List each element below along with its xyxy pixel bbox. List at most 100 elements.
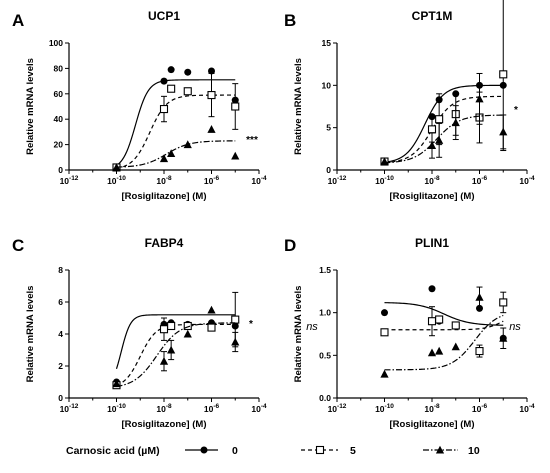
data-point xyxy=(159,356,169,365)
panel-b: B CPT1M 0 5 10 15 10-12 10-10 10-8 10-6 10-4 [Rosig… xyxy=(284,0,535,202)
data-point xyxy=(183,140,192,149)
y-tick-label: 20 xyxy=(54,140,64,150)
legend-entry-5: 5 xyxy=(301,445,356,457)
series-0 xyxy=(113,314,239,386)
y-tick-label: 2 xyxy=(58,361,63,371)
series-10 xyxy=(112,125,240,171)
y-tick-label: 15 xyxy=(322,38,332,48)
y-tick-label: 0 xyxy=(326,165,331,175)
legend-marker xyxy=(315,445,325,455)
data-point xyxy=(380,369,389,378)
series-5 xyxy=(380,291,508,358)
fit-curve xyxy=(384,84,504,163)
data-point xyxy=(112,163,121,171)
x-tick-label: 10-6 xyxy=(472,403,488,414)
annotation: * xyxy=(514,105,518,116)
data-point xyxy=(499,127,508,136)
series-0 xyxy=(381,81,507,166)
y-tick-label: 0 xyxy=(58,165,63,175)
data-point xyxy=(435,115,444,124)
data-point xyxy=(159,104,169,114)
data-point xyxy=(167,321,176,331)
data-point xyxy=(451,342,460,351)
y-tick-label: 80 xyxy=(54,63,64,73)
data-point xyxy=(231,151,240,160)
y-tick-label: 8 xyxy=(58,265,63,275)
panel-letter: A xyxy=(12,11,24,30)
panel-letter: C xyxy=(12,236,24,255)
fit-curve xyxy=(116,79,236,166)
series-0 xyxy=(113,66,239,171)
data-point xyxy=(427,317,437,326)
y-tick-label: 5 xyxy=(326,123,331,133)
data-point xyxy=(207,91,216,100)
data-point xyxy=(427,348,437,357)
x-tick-label: 10-4 xyxy=(251,403,267,414)
fit-curve xyxy=(115,314,236,369)
fit-curve xyxy=(116,322,236,388)
data-point xyxy=(112,379,121,388)
data-point xyxy=(435,346,444,355)
x-tick-label: 10-12 xyxy=(60,403,79,414)
y-tick-label: 100 xyxy=(49,38,63,48)
x-tick-label: 10-12 xyxy=(60,175,79,186)
data-point xyxy=(207,125,216,133)
data-point xyxy=(160,77,168,85)
panel-c: C FABP4 0 2 4 6 8 10-12 10-10 10-8 10-6 10-4 [Rosigl… xyxy=(12,236,267,430)
annotation: *** xyxy=(246,135,258,146)
legend-marker xyxy=(200,446,208,454)
y-tick-label: 0 xyxy=(58,393,63,403)
x-tick-label: 10-6 xyxy=(204,403,220,414)
x-tick-label: 10-6 xyxy=(204,175,220,186)
data-point xyxy=(427,141,437,149)
y-tick-label: 10 xyxy=(322,80,332,90)
series-0 xyxy=(381,285,507,342)
x-axis-label: [Rosiglitazone] (M) xyxy=(122,191,207,202)
data-point xyxy=(451,321,460,330)
legend-label: 0 xyxy=(232,445,238,457)
series-10 xyxy=(380,72,508,166)
data-point xyxy=(475,94,484,103)
data-point xyxy=(208,67,215,75)
y-tick-label: 1.0 xyxy=(319,308,331,318)
data-point xyxy=(380,328,389,337)
data-point xyxy=(167,345,176,354)
y-tick-label: 4 xyxy=(58,329,63,339)
y-tick-label: 40 xyxy=(54,114,64,124)
data-point xyxy=(207,305,216,314)
fit-curve xyxy=(384,95,504,164)
legend-label: 10 xyxy=(468,445,480,457)
chart-title: UCP1 xyxy=(148,9,180,23)
y-tick-label: 0.0 xyxy=(319,393,331,403)
data-point xyxy=(231,315,240,324)
data-point xyxy=(428,285,436,293)
fit-curve xyxy=(116,140,236,168)
data-point xyxy=(159,325,169,334)
annotation: ns xyxy=(306,321,318,333)
data-point xyxy=(231,337,240,346)
data-point xyxy=(167,149,176,157)
data-point xyxy=(499,70,508,79)
x-tick-label: 10-10 xyxy=(375,403,394,414)
panel-letter: D xyxy=(284,236,296,255)
data-point xyxy=(476,304,483,312)
x-tick-label: 10-10 xyxy=(375,175,394,186)
data-point xyxy=(427,125,437,134)
data-point xyxy=(167,66,175,74)
panel-d: D PLIN1 0.0 0.5 1.0 1.5 10-12 10-10 10-8 10-6 10-4… xyxy=(284,236,535,430)
y-tick-label: 1.5 xyxy=(319,265,331,275)
data-point xyxy=(231,102,240,111)
legend-title: Carnosic acid (µM) xyxy=(66,445,160,457)
x-tick-label: 10-6 xyxy=(472,175,488,186)
y-tick-label: 60 xyxy=(54,89,64,99)
legend: Carnosic acid (µM) 0 5 10 xyxy=(66,445,480,457)
fit-curve xyxy=(384,314,504,371)
data-point xyxy=(435,315,444,324)
data-point xyxy=(183,87,192,96)
data-point xyxy=(475,293,484,301)
series-5 xyxy=(112,291,240,390)
data-point xyxy=(167,84,176,93)
x-tick-label: 10-8 xyxy=(156,403,172,414)
series-5 xyxy=(112,72,240,172)
